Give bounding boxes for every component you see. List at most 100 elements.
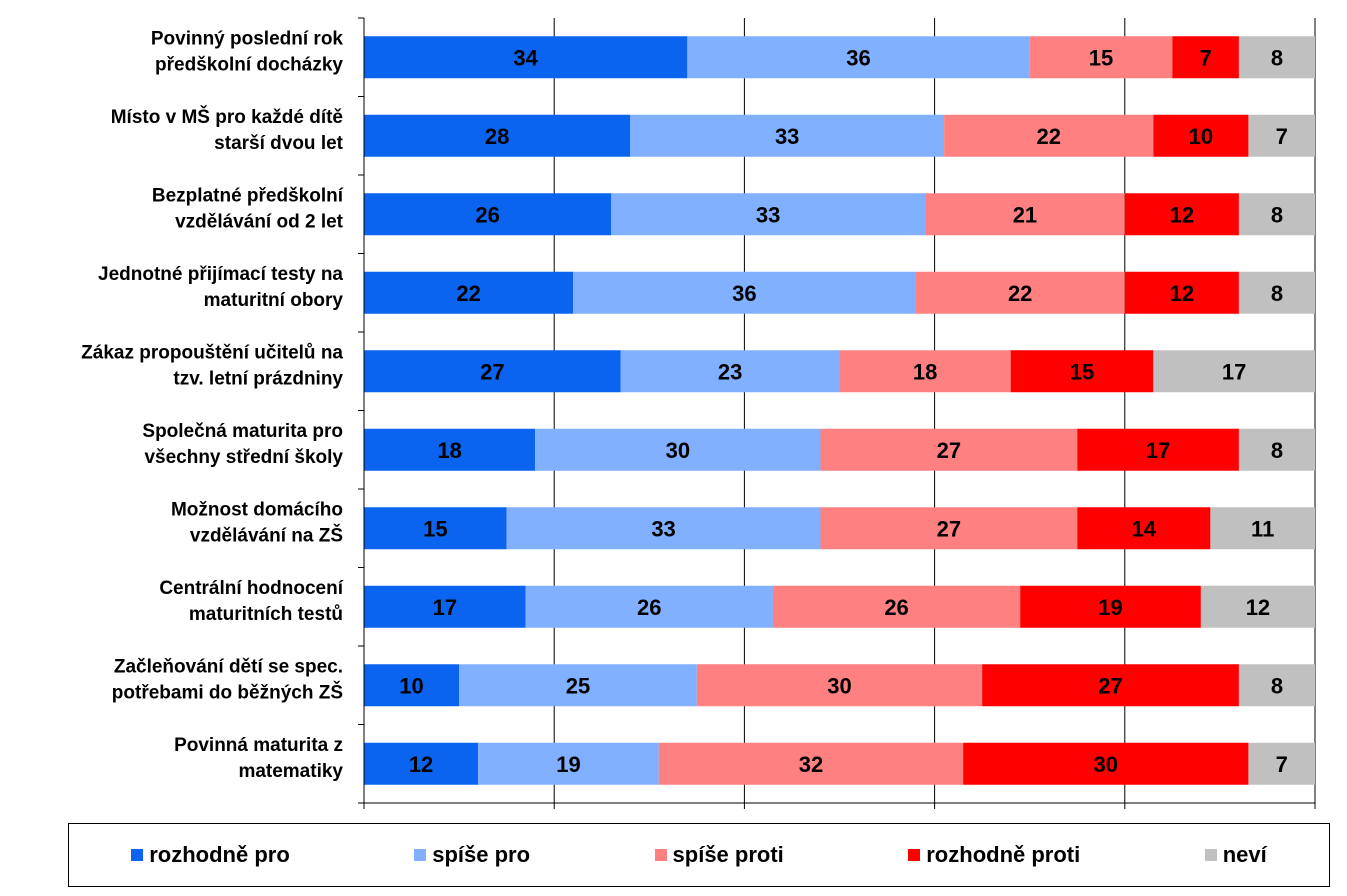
legend-label: neví xyxy=(1222,842,1267,867)
data-label: 12 xyxy=(409,752,433,777)
data-label: 8 xyxy=(1271,281,1283,306)
legend-swatch xyxy=(1204,849,1217,861)
legend-swatch xyxy=(654,849,667,861)
bar-segment xyxy=(611,193,926,236)
bar-segment xyxy=(364,742,479,785)
bar-segment xyxy=(1248,114,1315,157)
data-label: 25 xyxy=(566,673,590,698)
data-label: 30 xyxy=(827,673,851,698)
data-label: 28 xyxy=(485,124,509,149)
data-label: 8 xyxy=(1271,45,1283,70)
bar-segment xyxy=(1210,507,1315,550)
bar-segment xyxy=(1238,428,1315,471)
data-label: 19 xyxy=(556,752,580,777)
bar-segment xyxy=(944,114,1154,157)
bar-segment xyxy=(1248,742,1315,785)
legend-swatch xyxy=(414,849,427,861)
data-label: 8 xyxy=(1271,673,1283,698)
category-label: všechny střední školy xyxy=(144,447,343,468)
data-label: 12 xyxy=(1170,281,1194,306)
data-label: 26 xyxy=(884,595,908,620)
data-label: 17 xyxy=(433,595,457,620)
legend-item: neví xyxy=(1204,842,1267,868)
category-label: Bezplatné předškolní xyxy=(152,185,344,206)
bar-segment xyxy=(459,664,697,707)
legend-label: spíše pro xyxy=(432,842,531,867)
data-label: 7 xyxy=(1200,45,1212,70)
bar-segment xyxy=(1124,271,1239,314)
data-label: 32 xyxy=(799,752,823,777)
data-label: 27 xyxy=(480,359,504,384)
category-label: potřebami do běžných ZŠ xyxy=(112,681,343,703)
bar-segment xyxy=(696,664,983,707)
legend-swatch xyxy=(908,849,921,861)
legend: rozhodně pro spíše pro spíše proti rozhodně… xyxy=(68,823,1330,887)
legend-item: rozhodně pro xyxy=(131,842,290,868)
bar-segment xyxy=(820,428,1078,471)
data-label: 8 xyxy=(1271,438,1283,463)
bar-segment xyxy=(687,36,1030,79)
data-label: 12 xyxy=(1170,202,1194,227)
data-label: 26 xyxy=(637,595,661,620)
category-label: Povinný poslední rok xyxy=(151,28,344,49)
data-label: 11 xyxy=(1251,516,1274,541)
legend-label: rozhodně pro xyxy=(149,842,290,867)
category-label: Možnost domácího xyxy=(171,499,343,520)
category-label: Povinná maturita z xyxy=(174,735,343,756)
category-label: Centrální hodnocení xyxy=(159,578,343,599)
data-label: 33 xyxy=(756,202,780,227)
bar-segment xyxy=(364,114,631,157)
bar-segment xyxy=(364,428,536,471)
data-label: 10 xyxy=(1189,124,1213,149)
bar-segment xyxy=(506,507,821,550)
data-label: 10 xyxy=(399,673,423,698)
bar-segment xyxy=(1238,664,1315,707)
bar-segment xyxy=(364,350,621,393)
bar-segment xyxy=(364,664,460,707)
data-label: 22 xyxy=(456,281,480,306)
bar-segment xyxy=(525,585,773,628)
data-label: 27 xyxy=(937,438,961,463)
legend-label: rozhodně proti xyxy=(926,842,1081,867)
bar-segment xyxy=(535,428,821,471)
bar-segment xyxy=(573,271,916,314)
category-label: Zákaz propouštění učitelů na xyxy=(81,342,343,363)
data-label: 21 xyxy=(1013,202,1037,227)
data-label: 7 xyxy=(1276,124,1288,149)
bar-segment xyxy=(839,350,1011,393)
bar-segment xyxy=(364,271,574,314)
category-label: tzv. letní prázdniny xyxy=(173,368,343,389)
bar-segment xyxy=(1153,114,1249,157)
bar-segment xyxy=(963,742,1249,785)
bar-segment xyxy=(1238,36,1315,79)
bar-segment xyxy=(772,585,1021,628)
bar-segment xyxy=(1153,350,1315,393)
data-label: 8 xyxy=(1271,202,1283,227)
bar-segment xyxy=(1238,193,1315,236)
data-label: 18 xyxy=(437,438,461,463)
data-label: 33 xyxy=(775,124,799,149)
bar-segment xyxy=(364,36,688,79)
data-label: 18 xyxy=(913,359,937,384)
data-label: 36 xyxy=(846,45,870,70)
bar-segment xyxy=(658,742,964,785)
category-label: Místo v MŠ pro každé dítě xyxy=(111,106,343,128)
data-label: 27 xyxy=(1098,673,1122,698)
category-label: Začleňování dětí se spec. xyxy=(114,656,343,677)
bar-segment xyxy=(1010,350,1154,393)
bar-segment xyxy=(982,664,1239,707)
bar-segment xyxy=(364,585,526,628)
bar-segment xyxy=(478,742,659,785)
data-label: 19 xyxy=(1098,595,1122,620)
category-label: Společná maturita pro xyxy=(142,421,343,442)
data-label: 17 xyxy=(1146,438,1170,463)
legend-swatch xyxy=(131,849,144,861)
data-label: 30 xyxy=(666,438,690,463)
category-label: vzdělávání na ZŠ xyxy=(190,524,343,546)
category-label: maturitní obory xyxy=(204,290,344,311)
bar-segment xyxy=(915,271,1125,314)
data-label: 22 xyxy=(1008,281,1032,306)
bar-segment xyxy=(630,114,945,157)
bar-segment xyxy=(820,507,1078,550)
data-label: 27 xyxy=(937,516,961,541)
